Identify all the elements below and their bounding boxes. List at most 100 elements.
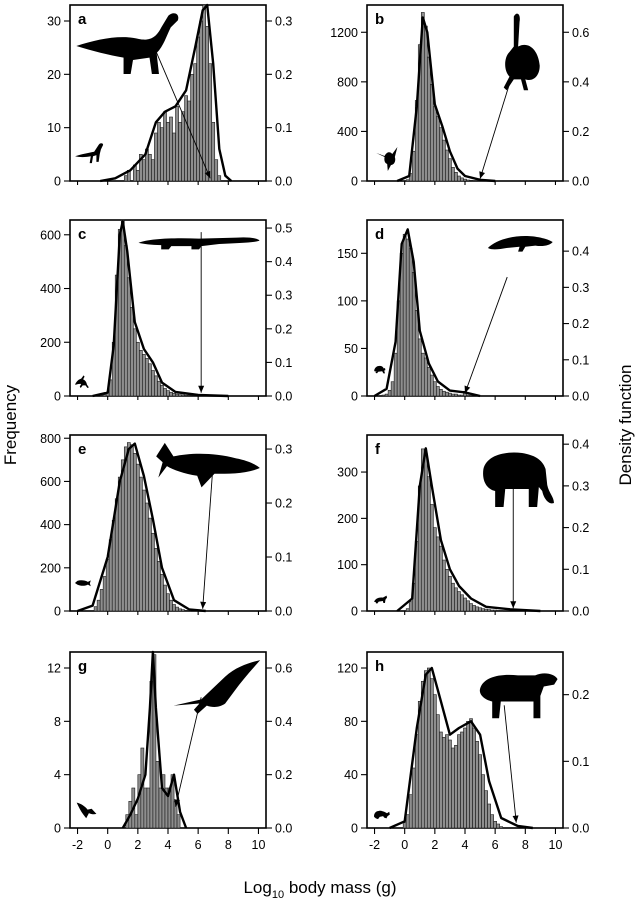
histogram-bar	[160, 384, 164, 397]
histogram-bar	[454, 745, 458, 829]
histogram-bar	[154, 375, 158, 397]
histogram-bar	[433, 106, 437, 182]
density-tick-label: 0.3	[275, 15, 292, 29]
x-tick-label: 6	[492, 838, 499, 852]
histogram-bar	[143, 787, 148, 829]
y-tick-label: 0	[351, 175, 358, 189]
density-tick-label: 0.2	[275, 768, 292, 782]
panel-letter: g	[78, 658, 87, 675]
density-tick-label: 0.0	[275, 822, 292, 836]
histogram-bar	[111, 520, 116, 612]
histogram-bar	[451, 747, 455, 829]
density-tick-label: 0.1	[275, 121, 292, 135]
histogram-bar	[166, 122, 170, 182]
y-tick-label: 1200	[330, 26, 358, 40]
density-tick-label: 0.4	[275, 715, 292, 729]
histogram-bar	[411, 150, 416, 182]
y-tick-label: 30	[47, 15, 61, 29]
density-tick-label: 0.0	[275, 390, 292, 404]
histogram-bar	[181, 111, 185, 182]
histogram-bar	[457, 175, 461, 182]
histogram-bar	[493, 821, 497, 829]
histogram-bar	[142, 159, 146, 182]
density-tick-label: 0.1	[275, 551, 292, 565]
density-curve	[396, 447, 541, 613]
density-curve	[77, 442, 206, 613]
histogram-bar	[460, 731, 464, 829]
histogram-bar	[217, 175, 222, 182]
density-tick-label: 0.2	[275, 497, 292, 511]
histogram-bar	[481, 608, 485, 612]
histogram-bar	[499, 826, 503, 829]
y-tick-label: 0	[54, 175, 61, 189]
histogram-bar	[166, 390, 170, 397]
density-tick-label: 0.4	[275, 255, 292, 269]
pterosaur-icon	[173, 660, 261, 714]
panel-a: a 0 10 20 30 0.0 0.1 0.2 0.3	[47, 3, 292, 189]
histogram-bar	[184, 95, 188, 182]
histogram-bar	[175, 106, 179, 182]
panel-letter: c	[78, 226, 86, 243]
histogram-bar	[181, 394, 185, 397]
histogram-bar	[139, 476, 143, 612]
histogram-bar	[454, 172, 458, 182]
histogram-bar	[466, 600, 470, 612]
density-curve	[389, 666, 533, 830]
pointer-arrow-head	[464, 385, 471, 394]
histogram-bar	[469, 603, 473, 612]
y-tick-label: 400	[337, 125, 358, 139]
panel-e: e 0 200 400 600 800 0.0 0.1 0.2 0.3	[40, 432, 292, 619]
histogram-bar	[427, 56, 431, 182]
histogram-bar	[411, 272, 416, 397]
pointer-arrow-head	[204, 170, 211, 179]
histogram-bar	[126, 442, 131, 612]
histogram-bar	[484, 608, 488, 612]
histogram-bar	[423, 453, 428, 612]
density-tick-label: 0.3	[275, 289, 292, 303]
histogram-bar	[451, 393, 455, 397]
density-tick-label: 0.0	[275, 605, 292, 619]
histogram-bar	[402, 822, 407, 829]
histogram-bar	[130, 307, 134, 397]
frog-icon	[374, 365, 386, 374]
y-tick-label: 200	[40, 561, 61, 575]
histogram-bar	[433, 381, 437, 397]
density-tick-label: 0.3	[275, 443, 292, 457]
histogram-bar	[193, 63, 197, 182]
density-tick-label: 0.2	[572, 688, 589, 702]
histogram-bar	[423, 357, 428, 397]
histogram-bar	[123, 245, 128, 397]
histogram-bar	[457, 591, 461, 612]
histogram-bar	[466, 721, 470, 829]
mouse-icon	[374, 810, 390, 820]
histogram-bar	[478, 607, 482, 612]
histogram-bar	[423, 25, 428, 182]
histogram-bar	[490, 609, 494, 612]
histogram-bar	[163, 111, 167, 182]
histogram-bar	[454, 587, 458, 612]
histogram-bar	[175, 393, 179, 397]
histogram-bar	[393, 352, 398, 397]
density-curve	[373, 228, 481, 398]
y-tick-label: 50	[344, 342, 358, 356]
density-tick-label: 0.1	[572, 563, 589, 577]
pointer-arrow	[464, 276, 508, 394]
histogram-bar	[439, 731, 443, 829]
histogram-bar	[154, 132, 158, 182]
density-tick-label: 0.6	[275, 662, 292, 676]
histogram-bar	[148, 363, 152, 397]
histogram-bar	[134, 814, 139, 829]
histogram-bar	[436, 116, 440, 182]
y-tick-label: 20	[47, 68, 61, 82]
gecko-icon	[74, 375, 89, 388]
histogram-bar	[136, 341, 140, 397]
histogram-bar	[184, 610, 188, 612]
histogram-bar	[463, 727, 467, 829]
histogram-bar	[481, 774, 485, 829]
y-tick-label: 10	[47, 121, 61, 135]
histogram-bar	[169, 599, 173, 612]
histogram-bar	[172, 132, 176, 182]
histogram-bar	[205, 26, 210, 182]
histogram-bar	[442, 559, 446, 612]
histogram-bar	[427, 367, 431, 397]
